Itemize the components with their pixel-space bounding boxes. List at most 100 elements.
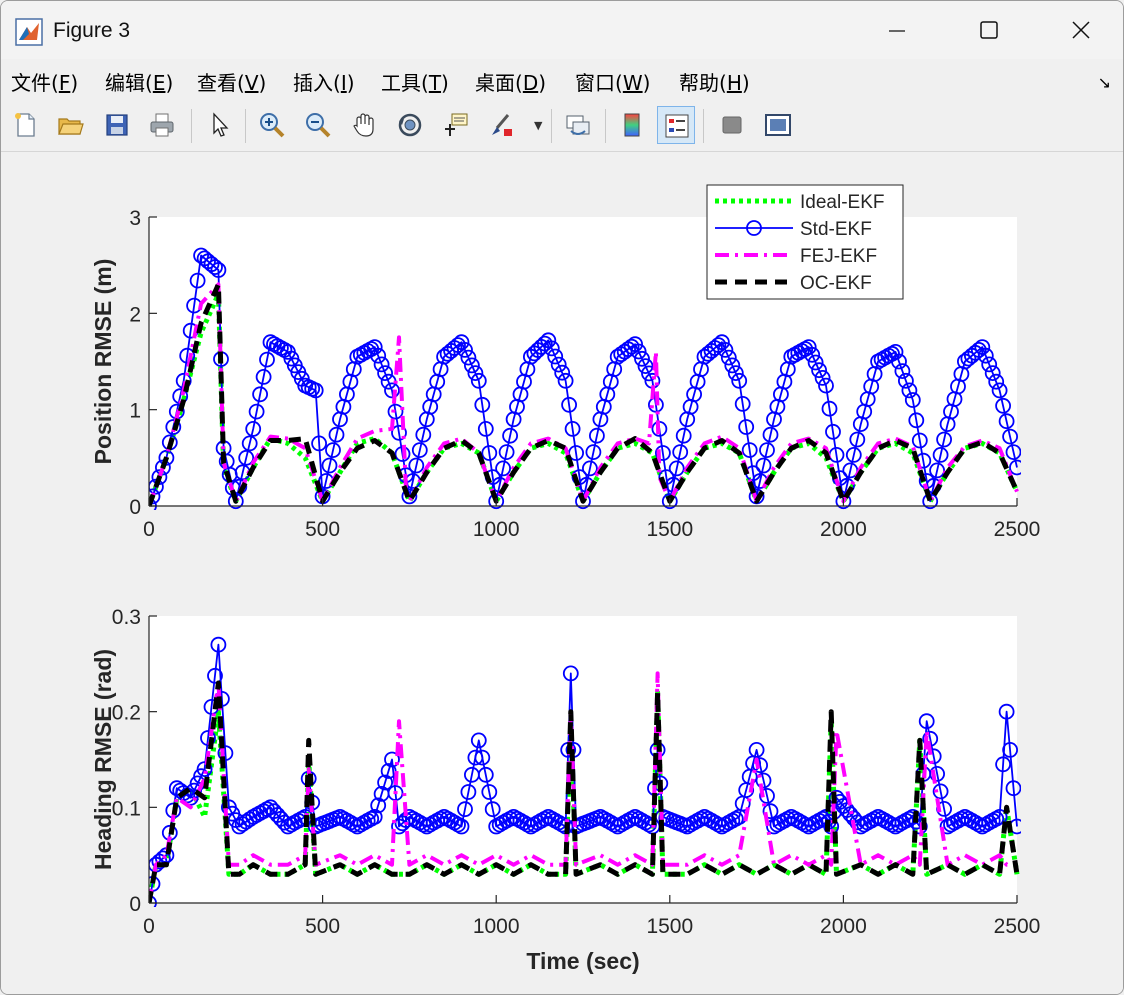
series-marker-std-ekf (977, 347, 994, 364)
menu-edit-tail: ) (165, 71, 174, 95)
series-marker-std-ekf (564, 420, 581, 437)
series-marker-std-ekf (894, 363, 911, 380)
dock-arrow-icon[interactable]: ↘ (1097, 73, 1111, 92)
print-button[interactable] (143, 106, 181, 144)
series-marker-std-ekf (366, 809, 383, 825)
menu-window[interactable]: 窗口(W) (575, 67, 650, 96)
series-marker-std-ekf (984, 365, 1001, 382)
save-icon (106, 114, 128, 136)
x-tick-label: 1000 (473, 518, 520, 541)
series-marker-std-ekf (561, 396, 577, 413)
close-button[interactable] (1035, 1, 1123, 59)
minimize-button[interactable] (851, 1, 943, 59)
series-marker-std-ekf (720, 349, 737, 366)
series-marker-std-ekf (1009, 459, 1021, 476)
y-tick-label: 3 (129, 207, 141, 230)
menu-edit-key: E (152, 71, 166, 95)
menu-insert-label: 插入( (293, 71, 341, 95)
x-axis-label: Time (sec) (526, 948, 639, 974)
series-marker-std-ekf (901, 382, 918, 399)
series-marker-std-ekf (932, 783, 949, 800)
series-marker-std-ekf (661, 493, 678, 510)
series-marker-std-ekf (630, 343, 647, 360)
series-marker-std-ekf (165, 419, 182, 435)
title-bar[interactable]: Figure 3 (1, 1, 1123, 59)
series-marker-std-ekf (460, 349, 477, 366)
plot-lines (149, 636, 1021, 907)
menu-window-label: 窗口( (575, 71, 623, 95)
figure-canvas[interactable]: 0 500 1000 1500 2000 2500 0 1 2 3 Position RMSE (m… (1, 152, 1123, 994)
pan-button[interactable] (345, 106, 383, 144)
save-button[interactable] (98, 106, 136, 144)
menu-file[interactable]: 文件(F) (11, 67, 78, 96)
menu-desktop[interactable]: 桌面(D) (475, 67, 546, 96)
legend-label: FEJ-EKF (800, 246, 877, 267)
menu-desktop-key: D (522, 71, 539, 95)
series-marker-std-ekf (849, 431, 866, 448)
rotate-3d-button[interactable] (391, 106, 429, 144)
menu-help[interactable]: 帮助(H) (679, 67, 750, 96)
series-marker-std-ekf (401, 488, 418, 505)
link-plot-button[interactable] (559, 106, 597, 144)
y-tick-label: 2 (129, 303, 141, 326)
x-tick-label: 0 (143, 915, 155, 938)
zoom-in-button[interactable] (253, 106, 291, 144)
series-marker-std-ekf (714, 334, 730, 351)
figure-toolbar: ▼ (1, 101, 1123, 152)
maximize-button[interactable] (943, 1, 1035, 59)
series-marker-std-ekf (484, 801, 501, 818)
show-plot-tools-button[interactable] (759, 106, 797, 144)
colorbar-icon (624, 113, 640, 137)
data-cursor-button[interactable] (437, 106, 475, 144)
series-marker-std-ekf (811, 362, 827, 379)
pointer-button[interactable] (201, 106, 239, 144)
menu-insert-tail: ) (346, 71, 355, 95)
heading-axes[interactable]: 0 500 1000 1500 2000 2500 0 0.1 0.2 0.3 Heading RM… (90, 606, 1040, 974)
open-file-button[interactable] (51, 106, 89, 144)
menu-tools-key: T (428, 71, 442, 95)
y-tick-label: 0.3 (112, 606, 141, 629)
series-marker-std-ekf (259, 351, 275, 368)
legend-label: Std-EKF (800, 219, 872, 240)
toolbar-separator (703, 109, 704, 143)
menu-tools[interactable]: 工具(T) (381, 67, 449, 96)
series-marker-std-ekf (238, 449, 255, 466)
zoom-out-button[interactable] (299, 106, 337, 144)
brush-dropdown-icon[interactable]: ▼ (534, 119, 543, 132)
hide-plot-tools-button[interactable] (713, 106, 751, 144)
series-line-oc-ekf (149, 281, 1020, 507)
legend[interactable]: Ideal-EKF Std-EKF FEJ-EKF OC-EKF (706, 184, 904, 300)
brush-button[interactable] (483, 106, 521, 144)
colorbar-button[interactable] (613, 106, 651, 144)
x-tick-label: 2000 (820, 915, 867, 938)
series-marker-std-ekf (210, 636, 227, 653)
series-marker-std-ekf (453, 818, 470, 835)
series-marker-std-ekf (634, 350, 650, 367)
series-marker-std-ekf (821, 400, 838, 417)
series-marker-std-ekf (891, 353, 907, 370)
menu-edit[interactable]: 编辑(E) (105, 67, 173, 96)
series-marker-std-ekf (675, 427, 692, 444)
series-marker-std-ekf (911, 432, 928, 449)
series-marker-std-ekf (477, 766, 494, 783)
legend-label: Ideal-EKF (800, 192, 884, 213)
menu-view[interactable]: 查看(V) (197, 67, 266, 96)
legend-button[interactable] (657, 106, 695, 144)
series-marker-std-ekf (408, 457, 425, 474)
new-figure-button[interactable] (7, 106, 45, 144)
series-marker-std-ekf (370, 347, 387, 364)
menu-insert[interactable]: 插入(I) (293, 67, 355, 96)
series-marker-std-ekf (377, 365, 394, 382)
brush-icon (492, 114, 512, 136)
series-marker-std-ekf (998, 413, 1015, 430)
series-marker-std-ekf (724, 357, 741, 374)
menu-file-tail: ) (70, 71, 79, 95)
series-marker-std-ekf (554, 364, 571, 381)
menu-desktop-tail: ) (538, 71, 547, 95)
menu-insert-key: I (340, 71, 347, 95)
series-marker-std-ekf (582, 460, 598, 477)
series-marker-std-ekf (481, 445, 498, 461)
series-marker-std-ekf (495, 460, 512, 477)
series-marker-std-ekf (550, 356, 567, 373)
